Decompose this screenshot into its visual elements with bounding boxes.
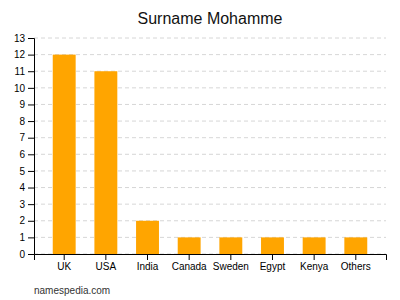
grid-line: [34, 204, 386, 205]
x-tick: India: [137, 254, 159, 272]
x-tick-mark: [230, 254, 231, 260]
x-tick-label: India: [137, 261, 159, 272]
x-axis: UK USA India Canada Sweden Egypt Kenya Others: [35, 254, 387, 272]
y-tick-label: 10: [14, 83, 26, 94]
y-tick: 10: [14, 83, 34, 94]
y-tick: 5: [19, 166, 34, 177]
y-tick-label: 0: [19, 249, 25, 260]
bars: [53, 55, 368, 254]
y-tick-mark: [28, 254, 34, 255]
y-tick-mark: [28, 188, 34, 189]
bar: [344, 237, 367, 254]
y-tick-mark: [28, 88, 34, 89]
y-axis-line: [28, 39, 35, 255]
grid-line: [34, 237, 386, 238]
x-tick-label: UK: [57, 261, 71, 272]
x-tick-label: Sweden: [213, 261, 249, 272]
y-tick: 3: [19, 199, 34, 210]
y-tick-label: 8: [19, 116, 25, 127]
y-tick-mark: [28, 221, 34, 222]
x-tick-mark: [272, 254, 273, 260]
y-tick: 12: [14, 49, 34, 60]
footer: namespedia.com: [34, 285, 110, 296]
y-tick-mark: [28, 104, 34, 105]
x-tick: Sweden: [213, 254, 249, 272]
x-tick: Canada: [172, 254, 207, 272]
grid-line: [34, 154, 386, 155]
y-tick-label: 4: [19, 182, 25, 193]
y-tick-label: 5: [19, 166, 25, 177]
bar: [94, 71, 117, 254]
y-tick-mark: [28, 171, 34, 172]
y-tick: 7: [19, 132, 34, 143]
x-tick-label: USA: [96, 261, 117, 272]
x-tick-mark: [105, 254, 106, 260]
x-tick: USA: [96, 254, 117, 272]
x-tick: Others: [341, 254, 371, 272]
bar: [219, 237, 242, 254]
grid-line: [34, 104, 386, 105]
x-tick-label: Kenya: [300, 261, 329, 272]
y-tick-label: 7: [19, 132, 25, 143]
y-tick: 6: [19, 149, 34, 160]
x-tick-mark: [314, 254, 315, 260]
x-tick-mark: [189, 254, 190, 260]
grid-line: [34, 220, 386, 221]
x-axis-line: [35, 255, 387, 261]
grid-line: [34, 121, 386, 122]
x-tick-mark: [147, 254, 148, 260]
bar: [136, 221, 159, 254]
x-tick-label: Egypt: [260, 261, 286, 272]
x-tick-mark: [64, 254, 65, 260]
y-tick-label: 13: [14, 33, 26, 44]
y-tick: 11: [15, 66, 34, 77]
x-tick: UK: [57, 254, 71, 272]
bar: [261, 237, 284, 254]
x-tick-label: Canada: [172, 261, 207, 272]
y-tick-mark: [28, 204, 34, 205]
grid-line: [34, 38, 386, 39]
grid-line: [34, 170, 386, 171]
grid-line: [34, 71, 386, 72]
grid-line: [34, 137, 386, 138]
y-tick-label: 11: [15, 66, 26, 77]
y-tick: 0: [19, 249, 34, 260]
chart: 012345678910111213UKUSAIndiaCanadaSweden…: [0, 0, 400, 300]
x-tick-mark: [355, 254, 356, 260]
y-axis: 012345678910111213: [14, 33, 35, 260]
y-tick: 8: [19, 116, 34, 127]
x-tick: Kenya: [300, 254, 329, 272]
y-tick-mark: [28, 237, 34, 238]
bar: [53, 55, 76, 254]
y-tick: 13: [14, 33, 34, 44]
grid-line: [34, 54, 386, 55]
y-tick: 1: [19, 232, 34, 243]
y-tick: 9: [19, 99, 34, 110]
bar: [303, 237, 326, 254]
y-tick-mark: [28, 121, 34, 122]
y-tick-mark: [28, 138, 34, 139]
y-tick-mark: [28, 154, 34, 155]
grid-line: [34, 187, 386, 188]
y-tick-label: 3: [19, 199, 25, 210]
y-tick-mark: [28, 38, 34, 39]
y-tick-label: 1: [19, 232, 25, 243]
y-tick: 4: [19, 182, 34, 193]
grid-line: [34, 87, 386, 88]
y-tick-mark: [28, 71, 34, 72]
plot: 012345678910111213UKUSAIndiaCanadaSweden…: [14, 33, 387, 272]
y-tick-label: 2: [19, 215, 25, 226]
x-tick-label: Others: [341, 261, 371, 272]
y-tick-label: 9: [19, 99, 25, 110]
y-tick-label: 6: [19, 149, 25, 160]
x-tick: Egypt: [260, 254, 286, 272]
title: Surname Mohamme: [138, 10, 283, 27]
grid: [34, 38, 386, 254]
y-tick-label: 12: [14, 49, 26, 60]
y-tick-mark: [28, 55, 34, 56]
bar: [178, 237, 201, 254]
y-tick: 2: [19, 215, 34, 226]
